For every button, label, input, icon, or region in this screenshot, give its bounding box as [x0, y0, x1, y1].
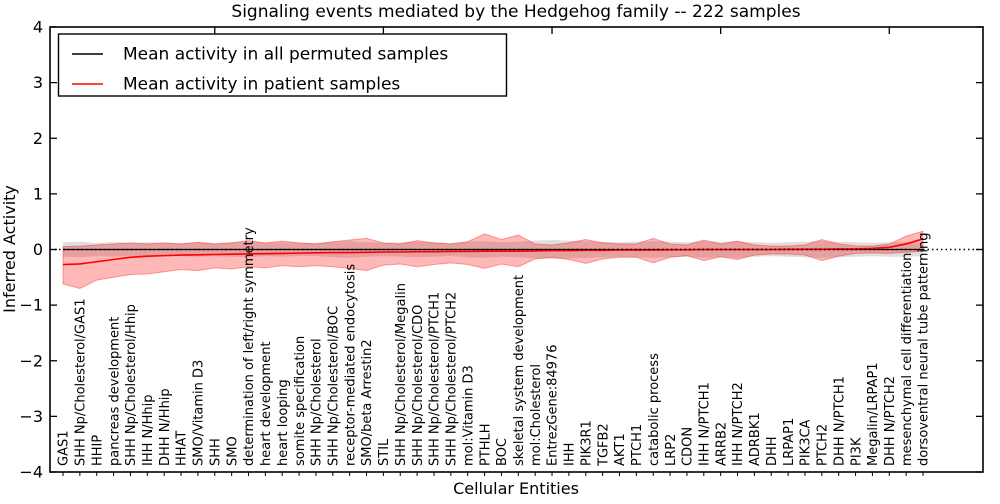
x-category-label: TGFB2 [596, 423, 611, 467]
plot-content: −4 −3 −2 −1 0 1 2 3 4 GAS1 SHH Np/Cholesterol/GAS1… [19, 18, 983, 482]
y-axis-label: Inferred Activity [0, 185, 19, 313]
x-category-label: SHH [208, 438, 223, 466]
x-category-label: SHH Np/Cholesterol/PTCH1 [428, 292, 443, 466]
x-category-label: mol:Vitamin D3 [461, 365, 476, 466]
y-tick-label: −3 [19, 407, 43, 426]
x-category-label: ADRBK1 [748, 412, 763, 466]
x-category-label: SHH Np/Cholesterol/PTCH2 [445, 292, 460, 466]
x-category-label: PTCH1 [630, 424, 645, 466]
legend-label-patient: Mean activity in patient samples [123, 75, 400, 95]
x-category-label: LRPAP1 [782, 418, 797, 466]
y-tick-label: 3 [33, 73, 43, 92]
x-category-label: IHH N/PTCH2 [731, 382, 746, 466]
x-category-label: DHH N/PTCH1 [832, 376, 847, 466]
x-category-label: catabolic process [647, 353, 662, 466]
x-category-label: GAS1 [57, 431, 72, 467]
x-category-label: HHAT [175, 431, 190, 466]
x-category-label: PI3K [849, 437, 864, 466]
x-category-label: Megalin/LRPAP1 [866, 362, 881, 466]
x-axis-label: Cellular Entities [453, 479, 579, 498]
y-tick-label: 4 [33, 18, 43, 37]
x-category-label: HHIP [90, 435, 105, 466]
patient-band [62, 230, 924, 289]
x-category-label: LRP2 [664, 434, 679, 466]
x-category-label: skeletal system development [512, 275, 527, 466]
y-tick-label: 0 [33, 240, 43, 259]
axes-frame [49, 26, 984, 473]
y-tick-label: −2 [19, 351, 43, 370]
x-category-label: DHH [765, 436, 780, 466]
y-tick-label: 2 [33, 129, 43, 148]
y-tick-label: −4 [19, 463, 43, 482]
x-category-label: SHH Np/Cholesterol/CDO [411, 305, 426, 466]
x-category-label: AKT1 [613, 433, 628, 466]
x-category-label: dorsoventral neural tube patterning [917, 233, 932, 466]
x-category-label: SHH Np/Cholesterol/Megalin [394, 283, 409, 466]
x-category-label: somite specification [293, 336, 308, 466]
x-category-label: determination of left/right symmetry [242, 227, 257, 466]
legend: Mean activity in all permuted samples Me… [57, 33, 508, 97]
x-category-label: EntrezGene:84976 [546, 345, 561, 466]
x-category-label: ARRB2 [714, 422, 729, 466]
x-category-label: DHH N/PTCH2 [883, 376, 898, 466]
legend-label-permuted: Mean activity in all permuted samples [123, 45, 448, 65]
x-category-label: SMO/beta Arrestin2 [360, 339, 375, 466]
x-category-label: mol:Cholesterol [529, 364, 544, 466]
x-category-label: SHH Np/Cholesterol [310, 338, 325, 466]
chart-title: Signaling events mediated by the Hedgeho… [231, 2, 800, 22]
x-category-label: IHH N/PTCH1 [697, 382, 712, 466]
x-category-label: SMO/Vitamin D3 [192, 360, 207, 466]
x-category-label: mesenchymal cell differentiation [900, 253, 915, 466]
x-category-label: SMO [225, 436, 240, 466]
legend-box [57, 33, 508, 97]
x-category-label: pancreas development [107, 317, 122, 466]
x-category-label: heart development [259, 341, 274, 466]
x-category-label: IHH N/Hhip [141, 395, 156, 467]
x-category-label: heart looping [276, 379, 291, 466]
x-category-label: STIL [377, 438, 392, 466]
x-category-label: CDON [681, 427, 696, 466]
x-category-label: SHH Np/Cholesterol/Hhip [124, 304, 139, 466]
x-category-label: BOC [495, 438, 510, 466]
x-category-label: DHH N/Hhip [158, 388, 173, 466]
x-category-label: IHH [563, 443, 578, 466]
y-tick-label: −1 [19, 296, 43, 315]
x-category-label: SHH Np/Cholesterol/BOC [327, 306, 342, 466]
x-category-label: PIK3R1 [579, 420, 594, 466]
y-tick-label: 1 [33, 184, 43, 203]
x-category-label: PTHLH [478, 423, 493, 466]
x-category-label: receptor-mediated endocytosis [343, 264, 358, 466]
x-category-label: SHH Np/Cholesterol/GAS1 [74, 298, 89, 466]
x-category-label: PIK3CA [799, 419, 814, 466]
x-category-label: PTCH2 [816, 424, 831, 466]
